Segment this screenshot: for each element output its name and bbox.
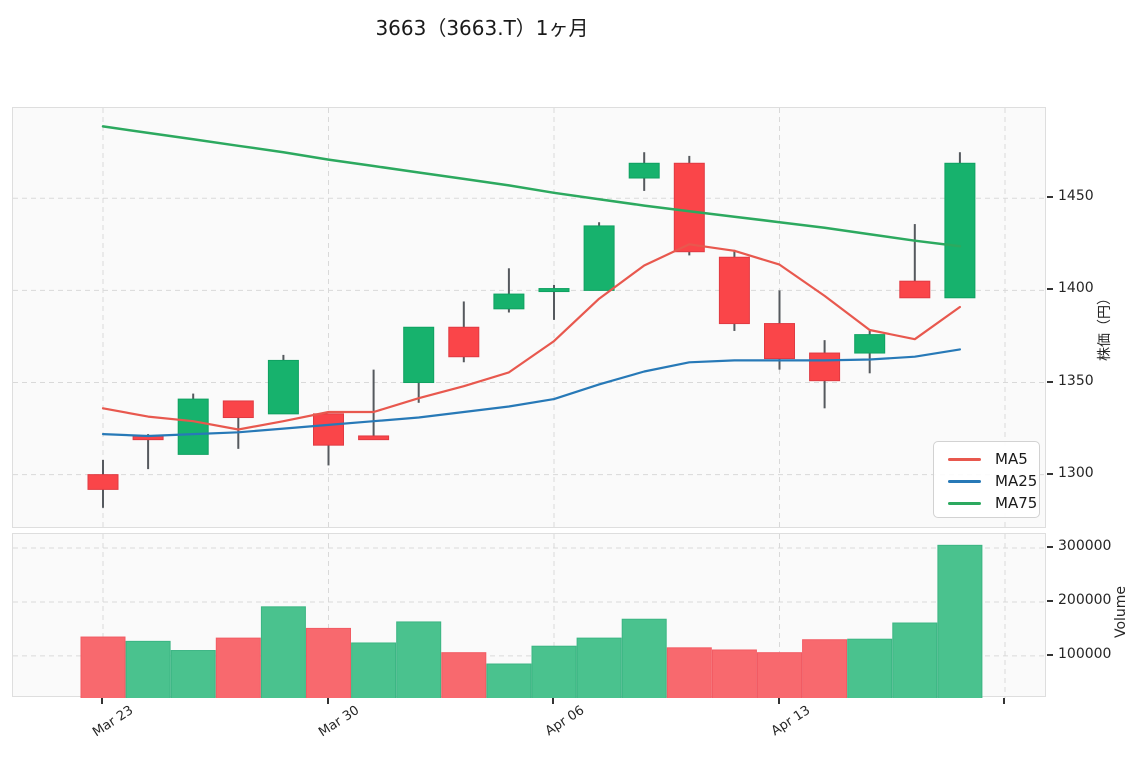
volume-chart-plot <box>12 533 1047 698</box>
date-tick-mark <box>1003 698 1005 704</box>
date-tick-mark <box>326 698 329 704</box>
date-tick-label: Mar 30 <box>315 703 362 741</box>
candle-body-up <box>583 225 615 291</box>
date-tick-label: Apr 06 <box>542 703 588 740</box>
date-tick-mark <box>552 698 554 704</box>
candle-body-down <box>87 474 119 490</box>
legend-label: MA5 <box>995 450 1028 468</box>
candle-body-up <box>493 293 525 310</box>
legend-item: MA5 <box>948 448 1039 470</box>
ma75-legend-swatch <box>948 501 981 505</box>
ma5-legend-swatch <box>948 457 981 461</box>
candle-body-down <box>222 400 254 419</box>
candle-body-up <box>177 398 209 455</box>
candle-body-up <box>403 326 435 384</box>
volume-axis-label: Volume <box>1113 585 1129 639</box>
legend-label: MA25 <box>995 472 1038 490</box>
candle-body-down <box>313 413 344 446</box>
candle-body-down <box>358 435 390 441</box>
volume-bar-up <box>125 640 171 698</box>
volume-bar-down <box>757 652 802 698</box>
volume-bar-down <box>306 627 351 698</box>
candle-body-up <box>267 359 299 415</box>
candle-body-down <box>718 256 750 325</box>
ma25-legend-swatch <box>948 479 981 483</box>
candle-wick <box>553 284 555 320</box>
price-tick-label: 1350 <box>1058 372 1094 389</box>
volume-bar-up <box>351 642 397 698</box>
candle-body-up <box>628 162 660 179</box>
volume-tick-mark <box>1047 599 1053 602</box>
price-tick-label: 1450 <box>1058 188 1094 205</box>
legend-label: MA75 <box>995 494 1038 512</box>
volume-bar-up <box>260 606 306 698</box>
volume-bar-down <box>80 636 126 698</box>
price-tick-mark <box>1047 472 1053 475</box>
date-tick-mark <box>101 698 103 704</box>
volume-bar-up <box>937 544 983 698</box>
date-tick-label: Apr 13 <box>768 703 813 740</box>
candle-body-down <box>448 326 480 358</box>
date-tick-label: Mar 23 <box>90 703 137 741</box>
volume-bar-down <box>441 652 487 698</box>
candle-body-down <box>809 352 841 382</box>
volume-bar-up <box>531 645 577 698</box>
volume-bar-down <box>802 639 848 698</box>
volume-bar-up <box>621 618 667 698</box>
legend-item: MA75 <box>948 492 1039 514</box>
volume-tick-label: 200000 <box>1058 591 1112 608</box>
volume-tick-mark <box>1047 653 1053 656</box>
candle-wick <box>372 369 375 440</box>
price-tick-mark <box>1047 380 1053 383</box>
date-tick-mark <box>777 698 780 704</box>
price-tick-label: 1300 <box>1058 464 1094 481</box>
volume-bar-up <box>892 622 938 698</box>
candle-body-up <box>538 288 570 293</box>
volume-bar-up <box>170 650 216 698</box>
candle-wick <box>147 434 150 470</box>
candle-body-down <box>899 280 931 299</box>
legend: MA5 MA25 MA75 <box>933 441 1040 518</box>
volume-bar-up <box>847 638 893 698</box>
page-title: 3663（3663.T）1ヶ月 <box>375 16 589 40</box>
volume-bar-down <box>666 647 712 698</box>
legend-item: MA25 <box>948 470 1039 492</box>
volume-bar-down <box>711 649 757 698</box>
candle-wick <box>913 224 916 298</box>
volume-bar-up <box>576 637 622 698</box>
candle-body-up <box>854 334 886 354</box>
price-axis-label: 株価（円） <box>1097 291 1113 361</box>
price-tick-mark <box>1047 288 1053 291</box>
volume-tick-label: 300000 <box>1058 538 1112 555</box>
price-chart-plot <box>12 107 1047 529</box>
volume-bar-up <box>396 621 442 698</box>
candle-body-down <box>764 323 795 360</box>
price-tick-label: 1400 <box>1058 280 1094 297</box>
price-tick-mark <box>1047 196 1053 199</box>
volume-bar-down <box>215 637 261 698</box>
ma75-line <box>101 125 962 248</box>
ma25-line <box>101 348 962 438</box>
volume-bar-up <box>486 663 532 698</box>
ma5-line <box>101 243 962 431</box>
volume-tick-label: 100000 <box>1058 645 1112 662</box>
candle-wick <box>507 268 510 313</box>
candle-body-up <box>944 162 976 299</box>
candle-body-down <box>673 162 705 253</box>
volume-tick-mark <box>1047 546 1053 549</box>
candle-wick <box>237 400 240 449</box>
